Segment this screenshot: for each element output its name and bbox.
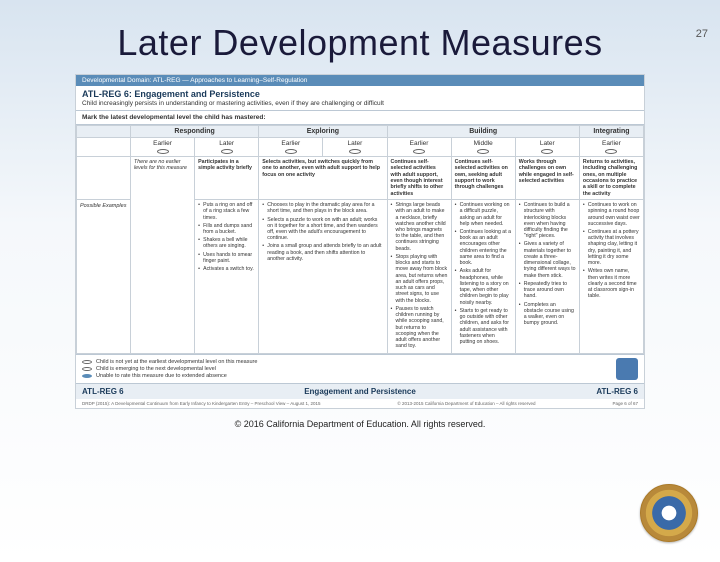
page-number: 27 [696,28,708,40]
legend: Child is not yet at the earliest develop… [76,354,644,383]
footer-bar: ATL-REG 6 Engagement and Persistence ATL… [76,383,644,399]
sub-5: Middle [451,138,515,157]
row-label-1 [77,157,131,200]
sub-0: Earlier [131,138,195,157]
fine-right: Page 6 of 67 [612,401,638,406]
copyright: © 2016 California Department of Educatio… [0,419,720,429]
sub-2: Earlier [259,138,323,157]
cat-exploring: Exploring [259,126,387,138]
cat-building: Building [387,126,579,138]
ex-5: Continues to work on spinning a round ho… [579,200,643,354]
cat-responding: Responding [131,126,259,138]
measure-subtitle: Child increasingly persists in understan… [76,100,644,111]
category-row: Responding Exploring Building Integratin… [77,126,644,138]
legend-2: Unable to rate this measure due to exten… [82,373,608,379]
sub-4: Earlier [387,138,451,157]
row-label-2: Possible Examples [77,200,131,354]
measure-title: ATL-REG 6: Engagement and Persistence [76,86,644,100]
legend-1: Child is emerging to the next developmen… [82,366,608,372]
drdp-chart: Developmental Domain: ATL-REG — Approach… [75,74,645,409]
desc-1: Selects activities, but switches quickly… [259,157,387,200]
sub-6: Later [515,138,579,157]
subhead-row: Earlier Later Earlier Later Earlier Midd… [77,138,644,157]
desc-5: Returns to activities, including challen… [579,157,643,200]
footer-mid: Engagement and Persistence [124,387,597,396]
cde-seal-icon [640,484,698,542]
desc-0: Participates in a simple activity briefl… [195,157,259,200]
desc-2: Continues self-selected activities with … [387,157,451,200]
no-earlier: There are no earlier levels for this mea… [131,157,195,354]
domain-bar: Developmental Domain: ATL-REG — Approach… [76,75,644,86]
fine-mid: © 2013-2015 California Department of Edu… [397,401,535,406]
ex-4: Continues to build a structure with inte… [515,200,579,354]
descriptor-row: There are no earlier levels for this mea… [77,157,644,200]
blank-sub [77,138,131,157]
fine-left: DRDP (2015): A Developmental Continuum f… [82,401,320,406]
dev-table: Responding Exploring Building Integratin… [76,125,644,354]
footer-left: ATL-REG 6 [82,387,124,396]
sub-1: Later [195,138,259,157]
fine-print: DRDP (2015): A Developmental Continuum f… [76,399,644,408]
mark-latest-label: Mark the latest developmental level the … [76,111,644,125]
footer-right: ATL-REG 6 [596,387,638,396]
ex-1: Chooses to play in the dramatic play are… [259,200,387,354]
ex-2: Strings large beads with an adult to mak… [387,200,451,354]
sub-7: Earlier [579,138,643,157]
legend-0: Child is not yet at the earliest develop… [82,359,608,365]
sub-3: Later [323,138,387,157]
ex-3: Continues working on a difficult puzzle,… [451,200,515,354]
slide-title: Later Development Measures [0,22,720,64]
desc-3: Continues self-selected activities on ow… [451,157,515,200]
desc-4: Works through challenges on own while en… [515,157,579,200]
ex-0: Puts a ring on and off of a ring stack a… [195,200,259,354]
blank-header [77,126,131,138]
puzzle-icon [616,358,638,380]
cat-integrating: Integrating [579,126,643,138]
